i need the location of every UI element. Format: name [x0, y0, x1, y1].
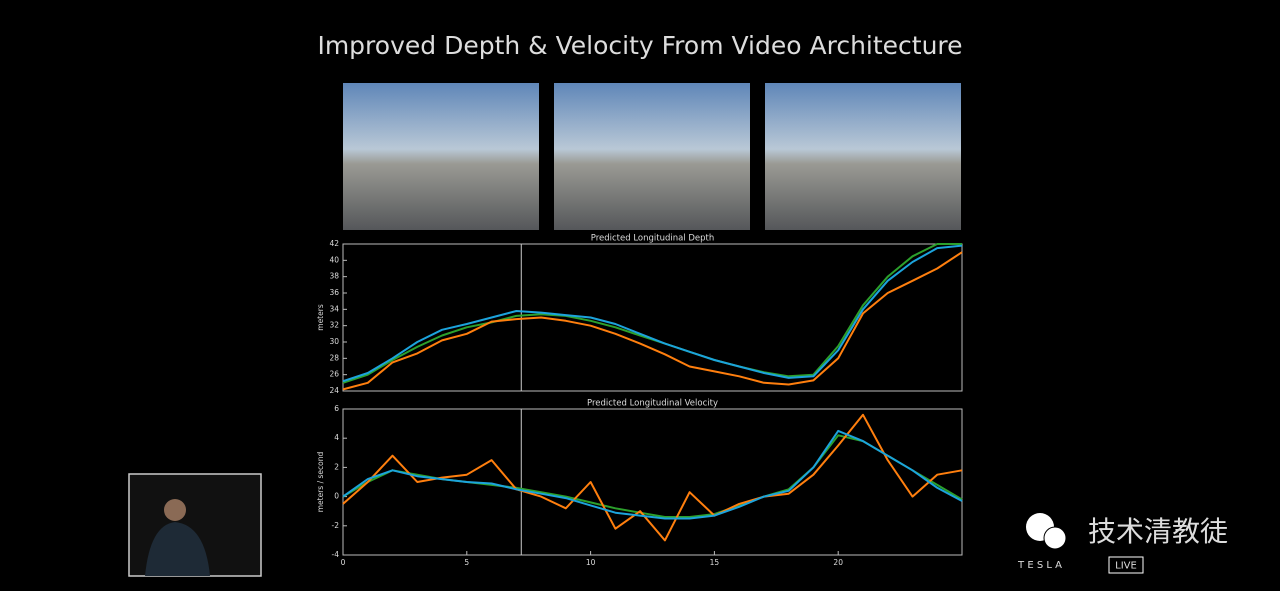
y-tick-label: -4 [332, 550, 340, 559]
y-tick-label: 36 [329, 288, 339, 297]
y-tick-label: 32 [329, 321, 339, 330]
camera-main [554, 83, 750, 230]
charts: Predicted Longitudinal Depthmeters242628… [316, 234, 963, 567]
speaker-head [164, 499, 186, 521]
x-tick-label: 0 [341, 558, 346, 567]
y-tick-label: 40 [329, 255, 339, 264]
wechat-icon [1043, 526, 1067, 550]
watermark: 技术清教徒 [1088, 515, 1228, 548]
y-tick-label: 0 [334, 492, 339, 501]
y-tick-label: -2 [332, 521, 340, 530]
y-axis-label: meters / second [316, 452, 325, 513]
x-tick-label: 10 [586, 558, 596, 567]
y-tick-label: 26 [329, 370, 339, 379]
series-line [342, 251, 963, 391]
x-tick-label: 5 [464, 558, 469, 567]
y-tick-label: 6 [334, 404, 339, 413]
camera-left [343, 83, 539, 230]
plot-area [342, 408, 963, 556]
y-tick-label: 4 [334, 433, 339, 442]
x-tick-label: 20 [833, 558, 843, 567]
camera-right [765, 83, 961, 230]
badge: LIVE [1115, 561, 1137, 572]
y-tick-label: 34 [329, 304, 339, 313]
badge-box [1108, 556, 1144, 574]
x-tick-label: 15 [710, 558, 720, 567]
brand: T E S L A [1017, 560, 1062, 571]
chart-title: Predicted Longitudinal Velocity [587, 399, 718, 409]
speaker-body [145, 522, 210, 576]
y-tick-label: 42 [329, 239, 339, 248]
series-line [342, 413, 963, 542]
slide-title: Improved Depth & Velocity From Video Arc… [317, 31, 962, 60]
y-tick-label: 38 [329, 272, 339, 281]
y-tick-label: 24 [329, 386, 339, 395]
y-tick-label: 30 [329, 337, 339, 346]
chart-title: Predicted Longitudinal Depth [591, 234, 715, 244]
series-line [342, 429, 963, 520]
y-tick-label: 2 [334, 462, 339, 471]
y-axis-label: meters [316, 304, 325, 331]
plot-area [342, 243, 963, 392]
y-tick-label: 28 [329, 353, 339, 362]
series-line [342, 244, 963, 383]
